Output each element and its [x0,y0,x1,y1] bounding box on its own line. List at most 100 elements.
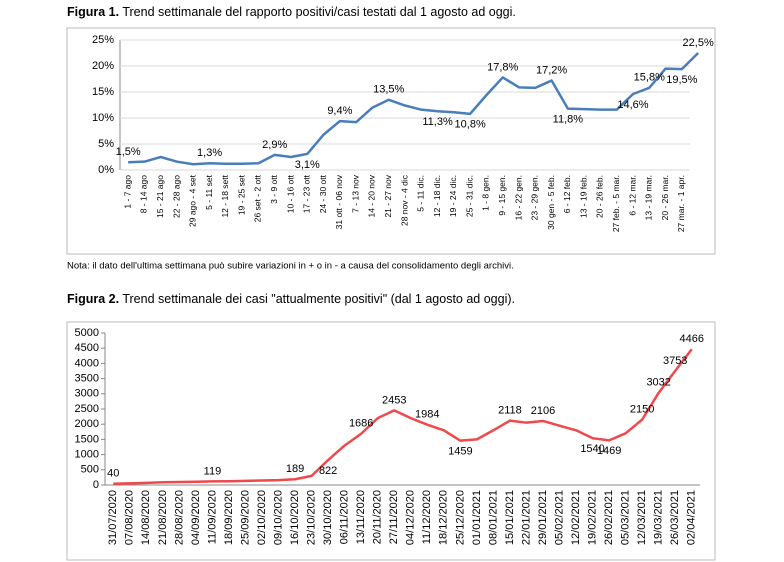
data-label: 4466 [679,333,703,345]
x-tick-label: 11/09/2020 [206,490,218,544]
x-tick-label: 02/04/2021 [686,490,698,545]
x-tick-label: 13 - 19 mar. [644,175,654,220]
x-tick-label: 07/08/2020 [124,490,136,545]
x-tick-label: 04/09/2020 [190,490,202,545]
x-tick-label: 10 - 16 ott [285,174,295,213]
data-label: 2106 [531,405,555,417]
data-label: 2118 [498,405,522,417]
x-tick-label: 02/10/2020 [256,490,268,545]
x-tick-label: 05/02/2021 [553,490,565,545]
x-tick-label: 16 - 22 gen. [513,175,523,220]
x-tick-label: 28 nov - 4 dic [399,174,409,226]
y-tick-label: 25% [92,34,114,46]
data-label: 19,5% [666,74,697,86]
y-tick-label: 15% [92,86,114,98]
x-tick-label: 30 gen - 5 feb. [546,175,556,230]
x-tick-label: 20/11/2020 [372,490,384,544]
y-tick-label: 2500 [75,403,99,415]
x-tick-label: 19 - 24 dic. [448,175,458,217]
chart-frame [66,27,716,255]
x-tick-label: 31/07/2020 [107,490,119,545]
x-tick-label: 26/02/2021 [603,490,615,545]
y-tick-label: 1500 [75,433,99,445]
x-tick-label: 13 - 19 feb. [578,175,588,218]
x-tick-label: 21/08/2020 [157,490,169,545]
y-tick-label: 4500 [75,342,99,354]
x-tick-label: 22/01/2021 [520,490,532,545]
data-label: 2150 [630,404,654,416]
y-tick-label: 500 [81,464,99,476]
data-label: 17,8% [487,61,518,73]
data-label: 14,6% [617,99,648,111]
data-label: 2453 [382,394,406,406]
data-label: 10,8% [455,119,486,131]
data-label: 1984 [415,409,439,421]
x-tick-label: 26/03/2021 [669,490,681,545]
x-tick-label: 14/08/2020 [140,490,152,545]
x-tick-label: 22 - 28 ago [171,175,181,218]
data-line [113,348,693,486]
x-tick-label: 28/08/2020 [173,490,185,545]
x-tick-label: 19/02/2021 [586,490,598,545]
data-label: 189 [286,463,304,475]
x-tick-label: 06/11/2020 [339,490,351,544]
figure-label: Figura 1. [67,5,119,19]
note: Nota: il dato dell'ultima settimana può … [67,261,514,272]
x-tick-label: 5 - 11 dic. [416,175,426,212]
y-tick-label: 3500 [75,373,99,385]
data-label: 1,5% [116,146,141,158]
data-label: 1469 [597,445,621,457]
x-tick-label: 15/01/2021 [504,490,516,545]
x-tick-label: 12/02/2021 [570,490,582,545]
x-tick-label: 6 - 12 mar. [627,175,637,216]
data-label: 22,5% [683,37,714,49]
x-tick-label: 30/10/2020 [322,490,334,545]
y-tick-label: 0% [98,164,114,176]
x-tick-label: 14 - 20 nov [367,174,377,217]
data-label: 1540 [580,443,604,455]
x-tick-label: 05/03/2021 [620,490,632,545]
x-tick-label: 27 mar. - 1 apr. [676,175,686,232]
x-tick-label: 29/01/2021 [537,490,549,545]
x-tick-label: 17 - 23 ott [302,174,312,213]
x-tick-label: 29 ago - 4 set [188,174,198,227]
x-tick-label: 20 - 26 mar. [660,175,670,220]
data-label: 119 [204,465,222,477]
data-label: 15,8% [634,72,665,84]
x-tick-label: 25/09/2020 [239,490,251,545]
y-tick-label: 3000 [75,388,99,400]
y-tick-label: 0 [93,479,99,491]
x-tick-label: 15 - 21 ago [155,175,165,218]
x-tick-label: 13/11/2020 [355,490,367,544]
data-line [128,52,700,166]
data-label: 11,8% [553,114,584,126]
chart-title: Trend settimanale del rapporto positivi/… [122,5,516,19]
x-tick-label: 25 - 31 dic. [464,175,474,217]
x-tick-label: 04/12/2020 [405,490,417,545]
y-tick-label: 2000 [75,418,99,430]
x-tick-label: 8 - 14 ago [139,175,149,214]
x-tick-label: 1 - 7 ago [122,175,132,209]
x-tick-label: 16/10/2020 [289,490,301,545]
chart-frame [66,321,716,561]
x-tick-label: 24 - 30 ott [318,174,328,213]
x-tick-label: 19 - 25 set [236,174,246,215]
data-label: 17,2% [536,64,567,76]
x-tick-label: 20 - 26 feb. [595,175,605,218]
x-tick-label: 11/12/2020 [421,490,433,544]
y-tick-label: 5000 [75,327,99,339]
x-tick-label: 01/01/2021 [471,490,483,545]
data-label: 3753 [663,355,687,367]
x-tick-label: 12 - 18 sett [220,174,230,217]
x-tick-label: 18/09/2020 [223,490,235,545]
x-tick-label: 18/12/2020 [438,490,450,545]
figure-title: Figura 2. Trend settimanale dei casi "at… [67,292,515,306]
x-tick-label: 25/12/2020 [454,490,466,545]
x-tick-label: 08/01/2021 [487,490,499,545]
x-tick-label: 19/03/2021 [653,490,665,545]
x-tick-label: 27 feb. - 5 mar. [611,175,621,232]
data-label: 9,4% [327,105,352,117]
x-tick-label: 12 - 18 dic. [432,175,442,217]
data-label: 822 [319,465,337,477]
